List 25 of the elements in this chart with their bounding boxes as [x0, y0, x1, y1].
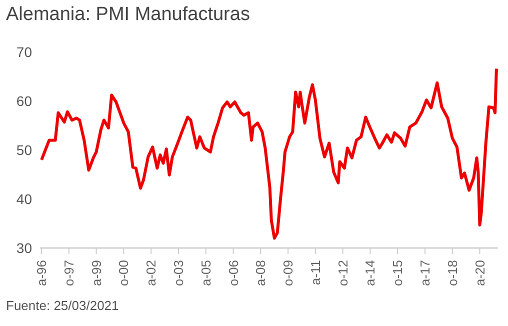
x-tick-label: a-11 [308, 260, 323, 286]
x-tick-label: o-00 [116, 260, 132, 286]
source-note: Fuente: 25/03/2021 [6, 298, 119, 313]
y-tick-label: 60 [16, 92, 32, 109]
x-tick-label: a-20 [472, 260, 488, 286]
x-tick-label: a-99 [88, 260, 104, 286]
x-tick-label: a-08 [253, 260, 268, 286]
x-tick-label: o-97 [61, 260, 76, 286]
y-tick-label: 50 [16, 142, 32, 158]
y-tick-label: 70 [16, 44, 32, 60]
x-tick-label: o-06 [226, 260, 241, 286]
x-tick-label: a-02 [144, 260, 159, 286]
x-tick-label: a-05 [198, 260, 214, 286]
x-tick-label: o-03 [170, 260, 186, 286]
y-tick-label: 40 [16, 190, 32, 207]
x-tick-label: o-09 [280, 260, 296, 286]
x-tick-label: o-12 [335, 260, 350, 286]
y-tick-label: 30 [16, 240, 32, 256]
x-tick-label: o-18 [444, 260, 460, 286]
line-series [40, 67, 498, 240]
chart-title: Alemania: PMI Manufacturas [6, 4, 250, 26]
x-tick-label: a-17 [417, 260, 432, 286]
x-tick-label: a-14 [362, 260, 378, 286]
x-tick-label: a-96 [34, 260, 50, 286]
x-tick-label: o-15 [390, 260, 406, 286]
